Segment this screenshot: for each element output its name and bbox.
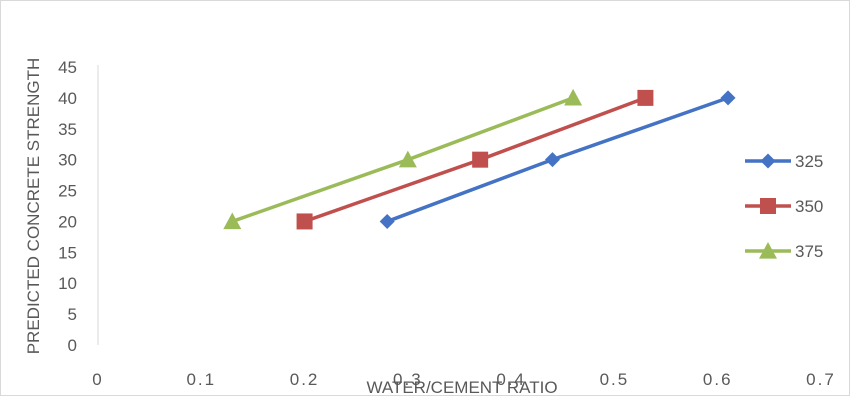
x-axis-title: WATER/CEMENT RATIO	[366, 378, 557, 397]
legend-marker-350	[760, 198, 776, 214]
y-tick-label: 45	[58, 58, 77, 77]
data-point-325	[379, 213, 395, 229]
x-tick-label: 0.3	[393, 370, 423, 389]
legend-label-325: 325	[795, 152, 823, 171]
x-tick-label: 0	[92, 370, 103, 389]
data-point-325	[720, 90, 736, 106]
y-tick-label: 20	[58, 212, 77, 231]
series-line-375	[231, 96, 574, 224]
y-tick-label: 25	[58, 182, 77, 201]
legend-label-375: 375	[795, 242, 823, 261]
legend-marker-325	[760, 153, 776, 169]
x-tick-label: 0.6	[703, 370, 733, 389]
data-point-375	[398, 150, 417, 168]
y-tick-label: 10	[58, 274, 77, 293]
data-point-350	[472, 151, 489, 168]
data-point-375	[564, 88, 583, 106]
y-tick-label: 35	[58, 120, 77, 139]
data-point-350	[296, 213, 313, 230]
data-point-325	[544, 152, 560, 168]
y-tick-label: 15	[58, 243, 77, 262]
x-tick-label: 0.2	[290, 370, 320, 389]
y-tick-label: 5	[68, 305, 77, 324]
data-point-350	[637, 89, 654, 106]
x-tick-label: 0.4	[496, 370, 526, 389]
y-axis-title: PREDICTED CONCRETE STRENGTH	[24, 58, 43, 355]
legend-label-350: 350	[795, 197, 823, 216]
y-tick-label: 30	[58, 151, 77, 170]
y-tick-label: 0	[68, 336, 77, 355]
x-tick-label: 0.7	[806, 370, 836, 389]
data-point-375	[223, 212, 242, 230]
x-tick-label: 0.5	[600, 370, 630, 389]
x-tick-label: 0.1	[186, 370, 216, 389]
legend-marker-375	[759, 242, 777, 259]
y-tick-label: 40	[58, 89, 77, 108]
